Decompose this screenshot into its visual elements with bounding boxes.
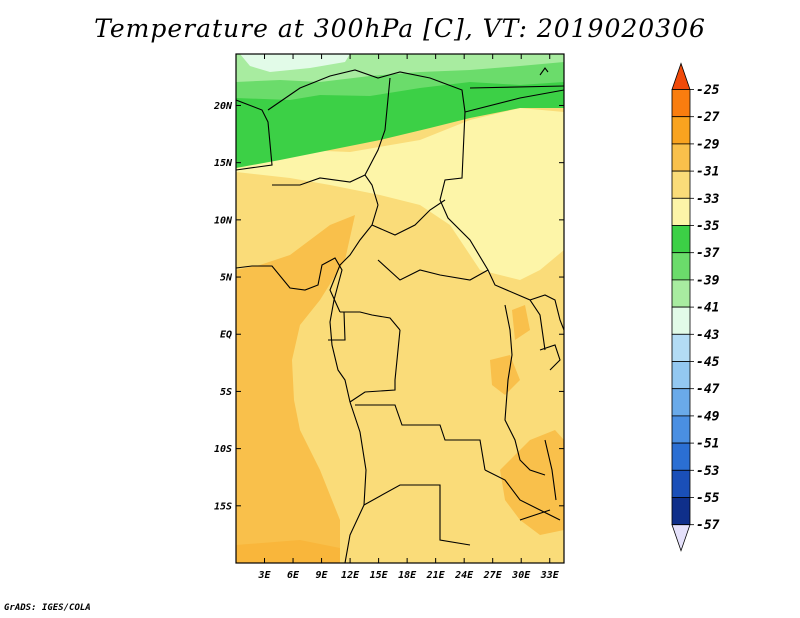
field-patch-29-31-b (512, 305, 530, 340)
border-lake-malawi (544, 439, 557, 501)
colorbar-bottom-triangle (671, 524, 691, 552)
colorbar-segment (671, 170, 691, 199)
colorbar-label: -37 (696, 246, 720, 261)
field-band-29-31-west (236, 215, 355, 563)
lat-tick-label: 15N (214, 158, 233, 169)
colorbar-label: -39 (696, 273, 720, 288)
lat-tick-label: 15S (214, 501, 232, 512)
border-sahara-north (267, 69, 466, 113)
colorbar-label: -51 (696, 437, 719, 452)
border-car-south (377, 259, 489, 281)
border-congo-north (340, 311, 401, 331)
border-lake-kariba (519, 509, 551, 521)
lon-tick-label: 21E (426, 570, 446, 581)
border-niger-nigeria (272, 174, 366, 186)
colorbar-label: -31 (696, 165, 719, 180)
lon-tick-label: 24E (454, 570, 474, 581)
border-uganda (529, 294, 564, 331)
colorbar-label: -41 (696, 301, 719, 316)
lon-tick-label: 30E (511, 570, 531, 581)
colorbar-segment (671, 89, 691, 118)
border-niger-chad (364, 77, 391, 206)
field-patch-29-31-a (490, 355, 520, 395)
colorbar-segment (671, 361, 691, 390)
latitude-axis: 20N 15N 10N 5N EQ 5S 10S 15S (213, 101, 564, 512)
border-congo-drc (349, 329, 401, 403)
colorbar-segment (671, 388, 691, 417)
coast-red-sea (539, 67, 549, 76)
field-band-41-43 (240, 54, 350, 72)
border-great-lakes (504, 304, 546, 476)
lat-tick-label: EQ (220, 330, 232, 341)
border-sudan-chad (439, 111, 546, 351)
temperature-field (236, 54, 564, 563)
atlantic-coastline (236, 257, 367, 563)
field-band-29-31-east (500, 430, 564, 535)
colorbar: -25 -27 -29 -31 -33 -35 -37 -39 -41 -43 -45 -47 -49 -… (671, 62, 720, 552)
colorbar-label: -25 (696, 83, 720, 98)
field-patch-27-29 (236, 540, 340, 563)
border-angola-drc (355, 404, 486, 471)
colorbar-segment (671, 442, 691, 471)
colorbar-label: -57 (696, 518, 720, 533)
border-lake-victoria (539, 344, 561, 371)
lat-tick-label: 20N (213, 101, 233, 112)
lon-tick-label: 3E (257, 570, 271, 581)
border-angola-zambia (363, 484, 471, 546)
colorbar-label: -33 (696, 192, 720, 207)
borders-and-coastlines (236, 67, 564, 563)
lon-tick-label: 6E (287, 570, 300, 581)
colorbar-label: -45 (696, 355, 720, 370)
colorbar-segment (671, 197, 691, 226)
colorbar-segment (671, 415, 691, 444)
lat-tick-label: 10S (214, 444, 232, 455)
border-gabon (328, 311, 346, 341)
grads-credit: GrADS: IGES/COLA (4, 603, 91, 613)
border-chad-car (371, 199, 446, 236)
colorbar-label: -35 (696, 219, 720, 234)
border-zambia-east (484, 469, 561, 521)
lat-tick-label: 5N (220, 273, 233, 284)
colorbar-label: -27 (696, 110, 720, 125)
lon-tick-label: 9E (316, 570, 329, 581)
colorbar-segment (671, 252, 691, 281)
colorbar-segment (671, 306, 691, 335)
colorbar-label: -49 (696, 409, 720, 424)
colorbar-label: -55 (696, 491, 720, 506)
colorbar-segment (671, 225, 691, 254)
colorbar-segment (671, 333, 691, 362)
longitude-axis: 3E 6E 9E 12E 15E 18E 21E 24E 27E 30E 33E (257, 54, 560, 581)
colorbar-segment (671, 279, 691, 308)
border-libya-egypt (464, 89, 564, 113)
colorbar-segment (671, 116, 691, 145)
colorbar-label: -43 (696, 328, 720, 343)
lon-tick-label: 33E (540, 570, 560, 581)
lat-tick-label: 10N (214, 215, 233, 226)
map-frame (235, 53, 565, 564)
colorbar-label: -53 (696, 464, 720, 479)
map-title: Temperature at 300hPa [C], VT: 201902030… (94, 14, 706, 43)
colorbar-label: -47 (696, 382, 720, 397)
lon-tick-label: 15E (370, 570, 389, 581)
border-west-sahara (236, 99, 273, 171)
lat-tick-label: 5S (220, 387, 232, 398)
lon-tick-label: 27E (483, 570, 503, 581)
colorbar-segment (671, 469, 691, 498)
lon-tick-label: 12E (341, 570, 360, 581)
colorbar-segment (671, 143, 691, 172)
colorbar-label: -29 (696, 137, 720, 152)
border-north-east (469, 85, 564, 89)
colorbar-top-triangle (671, 62, 691, 90)
colorbar-segment (671, 497, 691, 526)
lon-tick-label: 18E (398, 570, 417, 581)
